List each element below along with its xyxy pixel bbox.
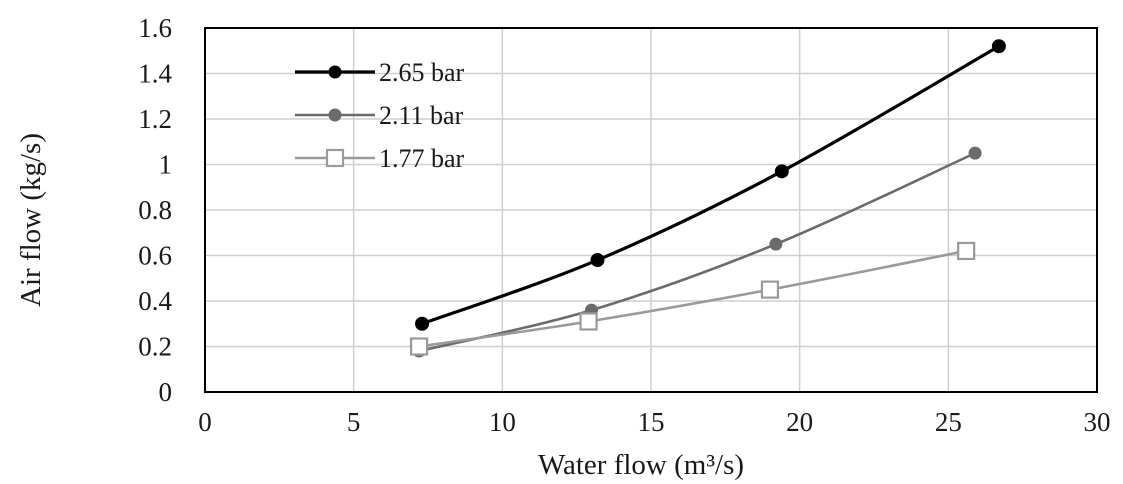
series-line [418,249,967,348]
grid [204,27,1098,393]
legend-item: 2.65 bar [295,58,465,87]
series-group [409,39,1006,358]
y-tick-label: 0 [159,377,173,407]
legend-label: 1.77 bar [379,144,465,173]
legend-label: 2.65 bar [379,58,465,87]
data-point [957,241,976,261]
data-point [415,316,430,331]
x-axis-title: Water flow (m³/s) [538,449,744,481]
x-tick-label: 0 [198,407,212,437]
y-tick-label: 1.4 [138,59,172,89]
y-tick-label: 1.2 [138,104,172,134]
data-point [968,146,982,160]
y-tick-label: 1.6 [138,13,172,43]
legend: 2.65 bar 2.11 bar 1.77 bar [295,58,465,173]
x-tick-label: 15 [638,407,665,437]
x-tick-label: 10 [489,407,516,437]
y-axis-title: Air flow (kg/s) [15,133,47,307]
series-1 [412,146,982,358]
data-point [409,337,429,356]
plot-area-frame [204,27,1098,393]
y-tick-label: 1 [159,150,173,180]
legend-item: 2.11 bar [295,101,464,130]
y-tick-label: 0.2 [138,332,172,362]
data-point [991,39,1006,54]
series-line [421,44,1000,326]
legend-marker [328,65,342,79]
data-point [769,237,783,251]
x-tick-label: 30 [1084,407,1111,437]
y-tick-label: 0.4 [138,286,172,316]
legend-marker [328,108,342,122]
x-tick-label: 20 [786,407,813,437]
series-0 [415,39,1006,331]
legend-item: 1.77 bar [295,144,465,173]
y-tick-label: 0.6 [138,241,172,271]
legend-marker [325,148,345,168]
data-point [774,164,789,179]
data-point [760,280,780,299]
tick-labels: 0 5 10 15 20 25 30 0 0.2 0.4 0.6 0.8 1 1.2 1.4 1.6 [138,13,1110,437]
y-tick-label: 0.8 [138,195,172,225]
legend-label: 2.11 bar [379,101,464,130]
x-tick-label: 5 [347,407,361,437]
data-point [590,253,605,268]
series-2 [409,241,976,356]
data-point [579,312,598,331]
x-tick-label: 25 [935,407,962,437]
